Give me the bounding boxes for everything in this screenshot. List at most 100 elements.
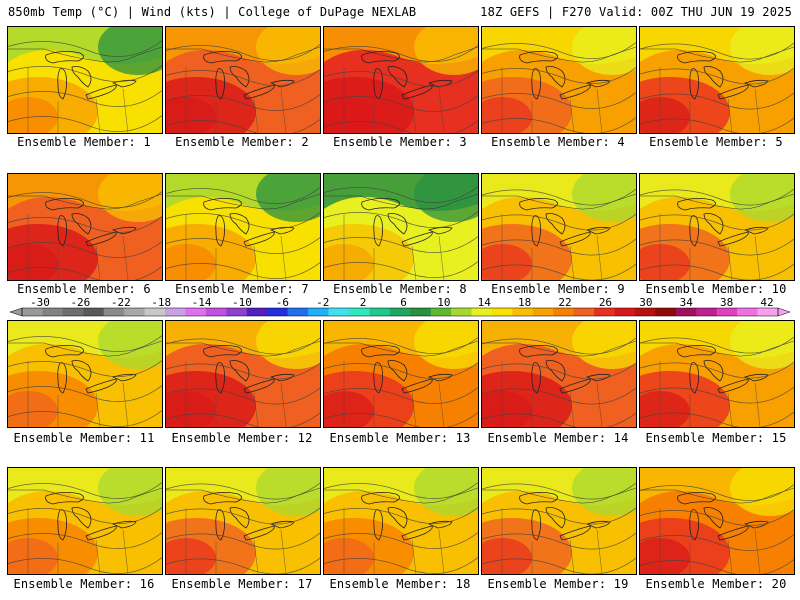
colorbar-min-arrow: [9, 307, 23, 317]
colorbar-tick-label: -6: [276, 296, 289, 309]
colorbar-segment: [62, 308, 84, 316]
colorbar-segment: [532, 308, 554, 316]
temperature-colorbar: -30 -26 -22 -18 -14 -10 -6 -2 2 6 10 14 18 22 26 30 34 38…: [9, 296, 791, 317]
colorbar-segment: [124, 308, 146, 316]
ensemble-member-map: [639, 467, 795, 575]
colorbar-tick-label: 2: [360, 296, 367, 309]
colorbar-segment: [205, 308, 227, 316]
ensemble-member-map: [323, 26, 479, 134]
colorbar-segment: [430, 308, 452, 316]
ensemble-member-label: Ensemble Member: 19: [487, 577, 629, 591]
ensemble-member-label: Ensemble Member: 11: [13, 431, 155, 445]
colorbar-tick-label: 10: [437, 296, 450, 309]
colorbar-segment: [389, 308, 411, 316]
ensemble-member-label: Ensemble Member: 5: [649, 135, 783, 149]
colorbar-tick-label: 22: [558, 296, 571, 309]
ensemble-member-map: [323, 467, 479, 575]
colorbar-tick-label: -14: [192, 296, 212, 309]
colorbar-segment: [553, 308, 575, 316]
colorbar-segment: [144, 308, 166, 316]
colorbar-segment: [410, 308, 432, 316]
colorbar-max-arrow: [777, 307, 791, 317]
colorbar-segment: [471, 308, 493, 316]
ensemble-member-label: Ensemble Member: 9: [491, 282, 625, 296]
ensemble-member-label: Ensemble Member: 1: [17, 135, 151, 149]
ensemble-member-map: [639, 320, 795, 428]
colorbar-segment: [103, 308, 125, 316]
colorbar-tick-label: 38: [720, 296, 733, 309]
colorbar-segment: [348, 308, 370, 316]
colorbar-segment: [512, 308, 534, 316]
ensemble-member-map: [639, 173, 795, 281]
colorbar-segment: [696, 308, 718, 316]
ensemble-member-map: [165, 320, 321, 428]
ensemble-member-label: Ensemble Member: 2: [175, 135, 309, 149]
ensemble-member-map: [481, 26, 637, 134]
colorbar-segment: [716, 308, 738, 316]
ensemble-member-label: Ensemble Member: 3: [333, 135, 467, 149]
colorbar-segment: [83, 308, 105, 316]
ensemble-member-map: [7, 173, 163, 281]
colorbar-tick-label: -30: [30, 296, 50, 309]
colorbar-segment: [328, 308, 350, 316]
colorbar-segment: [267, 308, 289, 316]
colorbar-segment: [42, 308, 64, 316]
colorbar-segment: [22, 308, 43, 316]
colorbar-segment: [165, 308, 186, 316]
colorbar-segment: [614, 308, 636, 316]
colorbar-tick-label: 6: [400, 296, 407, 309]
colorbar-segment: [308, 308, 329, 316]
colorbar-segment: [594, 308, 616, 316]
ensemble-member-label: Ensemble Member: 15: [645, 431, 787, 445]
ensemble-member-label: Ensemble Member: 18: [329, 577, 471, 591]
colorbar-tick-label: 14: [478, 296, 492, 309]
colorbar-tick-label: -26: [70, 296, 90, 309]
ensemble-member-map: [323, 320, 479, 428]
ensemble-member-label: Ensemble Member: 7: [175, 282, 309, 296]
ensemble-member-map: [481, 173, 637, 281]
ensemble-member-label: Ensemble Member: 16: [13, 577, 155, 591]
colorbar-segment: [451, 308, 473, 316]
colorbar-segment: [369, 308, 391, 316]
colorbar-segment: [757, 308, 779, 316]
ensemble-member-map: [639, 26, 795, 134]
colorbar-segment: [226, 308, 248, 316]
colorbar-tick-label: 26: [599, 296, 612, 309]
colorbar-segment: [573, 308, 595, 316]
ensemble-member-label: Ensemble Member: 13: [329, 431, 471, 445]
colorbar-segment: [675, 308, 697, 316]
colorbar-tick-label: -2: [316, 296, 329, 309]
ensemble-member-map: [481, 320, 637, 428]
run-valid-time: 18Z GEFS | F270 Valid: 00Z THU JUN 19 20…: [480, 5, 792, 19]
ensemble-member-label: Ensemble Member: 10: [645, 282, 787, 296]
map-title: 850mb Temp (°C) | Wind (kts) | College o…: [8, 5, 417, 19]
colorbar-tick-label: 42: [760, 296, 773, 309]
colorbar-segment: [655, 308, 677, 316]
ensemble-member-label: Ensemble Member: 14: [487, 431, 629, 445]
ensemble-member-map: [7, 320, 163, 428]
ensemble-member-map: [323, 173, 479, 281]
ensemble-member-map: [165, 173, 321, 281]
colorbar-tick-label: 34: [680, 296, 694, 309]
colorbar-segment: [737, 308, 759, 316]
ensemble-member-map: [7, 26, 163, 134]
ensemble-member-map: [7, 467, 163, 575]
colorbar-tick-label: -22: [111, 296, 131, 309]
colorbar-segment: [185, 308, 207, 316]
colorbar-tick-label: 30: [639, 296, 652, 309]
ensemble-member-map: [481, 467, 637, 575]
colorbar-tick-label: -10: [232, 296, 252, 309]
ensemble-member-label: Ensemble Member: 20: [645, 577, 787, 591]
ensemble-member-map: [165, 26, 321, 134]
colorbar-segment: [287, 308, 309, 316]
ensemble-member-label: Ensemble Member: 17: [171, 577, 313, 591]
colorbar-tick-label: -18: [151, 296, 171, 309]
ensemble-member-label: Ensemble Member: 6: [17, 282, 151, 296]
colorbar-segment: [491, 308, 513, 316]
colorbar-segment: [246, 308, 268, 316]
colorbar-segment: [634, 308, 656, 316]
ensemble-member-label: Ensemble Member: 8: [333, 282, 467, 296]
ensemble-member-map: [165, 467, 321, 575]
ensemble-member-label: Ensemble Member: 4: [491, 135, 625, 149]
ensemble-member-label: Ensemble Member: 12: [171, 431, 313, 445]
